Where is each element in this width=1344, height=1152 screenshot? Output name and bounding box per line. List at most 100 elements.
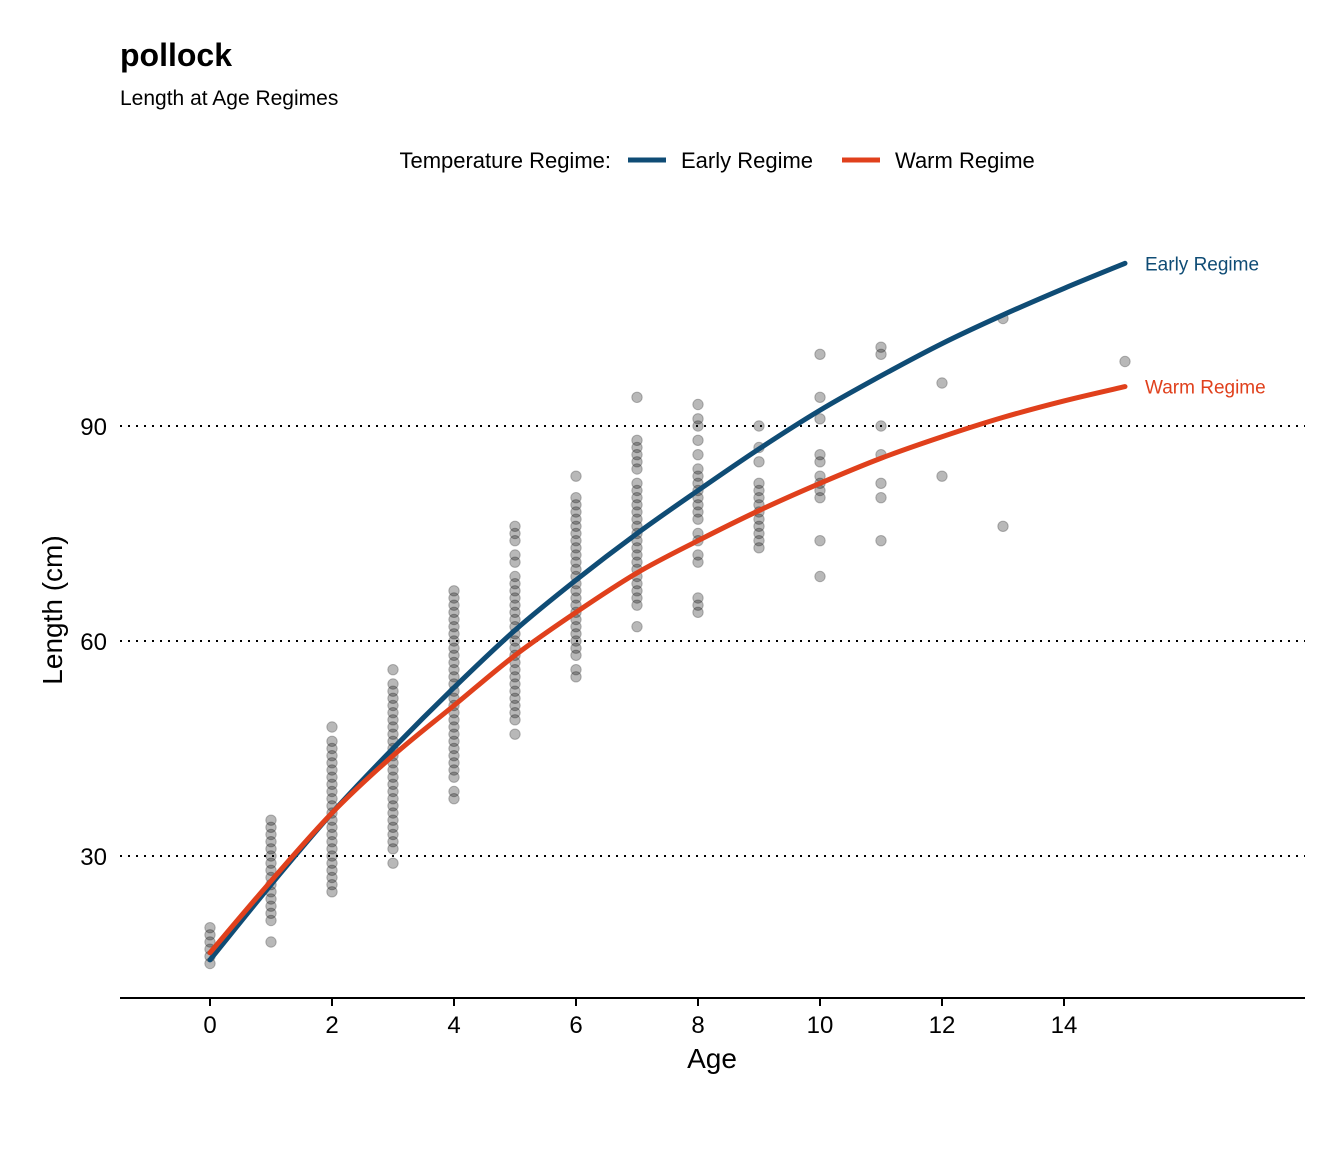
data-point: [448, 771, 460, 783]
data-point: [387, 828, 399, 841]
data-point: [448, 620, 460, 633]
y-tick-label: 30: [80, 844, 107, 871]
data-point: [387, 685, 399, 697]
data-point: [448, 663, 460, 676]
grid-lines: [120, 425, 1305, 857]
series-line-early: [207, 260, 1128, 963]
data-point: [570, 642, 582, 654]
data-point: [326, 843, 338, 855]
x-axis-ticks: 0 2 4 6 8 10 12 14: [203, 998, 1077, 1039]
data-point: [814, 534, 826, 547]
data-point: [753, 520, 765, 533]
data-point: [692, 434, 704, 447]
data-point: [326, 735, 338, 748]
x-axis-title: Age: [687, 1043, 737, 1074]
data-point: [265, 893, 277, 905]
data-point: [387, 678, 399, 690]
data-point: [448, 649, 460, 662]
y-axis-ticks: 30 60 90: [80, 414, 107, 871]
data-point: [448, 714, 460, 726]
data-point: [570, 549, 582, 561]
data-point: [570, 491, 582, 504]
data-point: [875, 420, 887, 432]
data-point: [631, 556, 643, 568]
data-point: [448, 735, 460, 748]
data-point: [265, 828, 277, 841]
data-point: [692, 556, 704, 568]
data-point: [570, 527, 582, 540]
data-point: [814, 348, 826, 361]
data-point: [387, 721, 399, 733]
data-point: [814, 570, 826, 583]
data-point: [631, 441, 643, 454]
y-tick-label: 90: [80, 414, 107, 441]
data-point: [1119, 355, 1131, 368]
data-point: [631, 463, 643, 475]
data-point: [326, 886, 338, 898]
data-point: [448, 599, 460, 611]
data-point: [387, 792, 399, 805]
data-point: [326, 749, 338, 762]
data-point: [631, 491, 643, 504]
data-point: [326, 878, 338, 891]
data-point: [753, 534, 765, 547]
data-point: [326, 857, 338, 869]
data-point: [631, 499, 643, 511]
data-point: [631, 391, 643, 404]
data-point: [570, 563, 582, 576]
data-point: [509, 556, 521, 568]
chart-title: pollock: [120, 37, 232, 73]
curve-end-labels: Early Regime Warm Regime: [1145, 254, 1266, 398]
data-point: [448, 742, 460, 755]
x-tick-label: 6: [569, 1012, 582, 1039]
data-point: [387, 771, 399, 783]
data-point: [631, 542, 643, 554]
data-point: [326, 778, 338, 791]
data-point: [814, 491, 826, 504]
data-point: [875, 491, 887, 504]
data-point: [875, 341, 887, 353]
data-point: [692, 549, 704, 561]
data-point: [387, 728, 399, 740]
data-point: [326, 792, 338, 805]
data-point: [326, 835, 338, 848]
data-point: [509, 613, 521, 626]
data-point: [570, 499, 582, 511]
legend-label-early: Early Regime: [681, 148, 813, 173]
x-tick-label: 10: [807, 1012, 834, 1039]
data-point: [814, 456, 826, 468]
data-point: [448, 792, 460, 805]
data-point: [509, 728, 521, 740]
data-point: [631, 506, 643, 518]
data-point: [448, 606, 460, 619]
data-point: [204, 921, 216, 934]
data-point: [326, 757, 338, 769]
data-point: [387, 692, 399, 705]
data-point: [509, 592, 521, 604]
data-point: [570, 671, 582, 683]
data-point: [509, 714, 521, 726]
data-point: [509, 678, 521, 690]
data-point: [387, 663, 399, 676]
data-point: [509, 599, 521, 611]
data-point: [448, 628, 460, 640]
data-point: [692, 448, 704, 461]
data-point: [875, 477, 887, 490]
data-point: [631, 577, 643, 590]
data-points: [204, 312, 1131, 970]
data-point: [387, 835, 399, 848]
data-point: [448, 592, 460, 604]
data-point: [631, 620, 643, 633]
data-point: [692, 398, 704, 411]
data-point: [326, 821, 338, 834]
data-point: [631, 592, 643, 604]
x-tick-label: 4: [447, 1012, 460, 1039]
data-point: [265, 900, 277, 912]
data-point: [753, 456, 765, 468]
data-point: [570, 542, 582, 554]
data-point: [509, 699, 521, 712]
data-point: [570, 513, 582, 525]
data-point: [570, 520, 582, 533]
data-point: [509, 577, 521, 590]
data-point: [387, 807, 399, 819]
